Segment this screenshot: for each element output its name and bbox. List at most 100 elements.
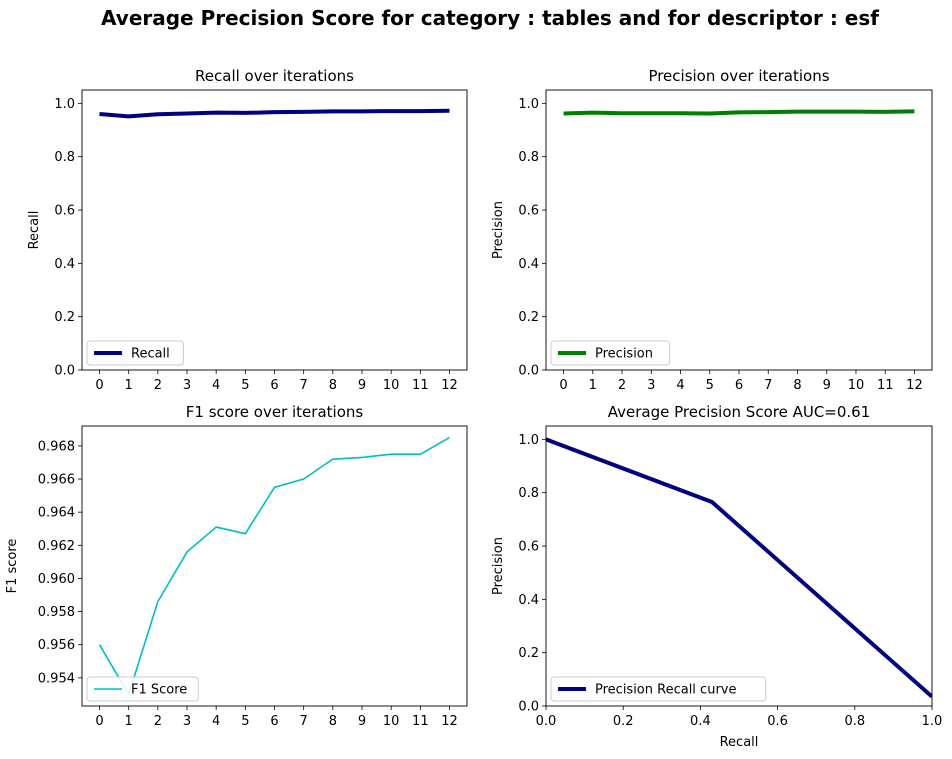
legend-box — [86, 676, 199, 702]
x-tick-label: 8 — [793, 378, 801, 393]
y-tick-label: 0.4 — [518, 593, 539, 608]
x-tick-label: 5 — [241, 714, 249, 729]
x-tick-label: 2 — [154, 378, 162, 393]
x-tick-label: 4 — [212, 378, 220, 393]
y-tick-label: 0.8 — [54, 150, 75, 165]
y-tick-label: 0.0 — [54, 364, 75, 379]
y-tick-label: 0.6 — [518, 540, 539, 555]
legend-label: Precision — [595, 347, 653, 362]
figure-title: Average Precision Score for category : t… — [101, 6, 879, 30]
x-tick-label: 6 — [270, 714, 278, 729]
x-tick-label: 1 — [125, 378, 133, 393]
subplot-title: Precision over iterations — [648, 67, 829, 85]
x-tick-label: 6 — [735, 378, 743, 393]
y-axis-label: Precision — [491, 201, 506, 259]
y-tick-label: 1.0 — [518, 97, 539, 112]
x-tick-label: 7 — [764, 378, 772, 393]
plot-frame — [81, 89, 468, 371]
x-tick-label: 0 — [95, 714, 103, 729]
x-tick-label: 10 — [383, 714, 400, 729]
x-tick-label: 0.2 — [613, 714, 634, 729]
y-axis-label: F1 score — [5, 539, 20, 594]
y-axis-label: Precision — [491, 537, 506, 595]
y-axis-label: Recall — [27, 211, 42, 250]
y-tick-label: 0.6 — [518, 204, 539, 219]
y-tick-label: 0.958 — [38, 605, 75, 620]
x-tick-label: 0.6 — [767, 714, 788, 729]
legend-label: F1 Score — [131, 683, 187, 698]
y-tick-label: 0.964 — [38, 506, 75, 521]
x-tick-label: 9 — [358, 714, 366, 729]
x-tick-label: 8 — [329, 378, 337, 393]
series-line — [546, 437, 932, 699]
y-tick-label: 0.4 — [54, 257, 75, 272]
x-tick-label: 7 — [300, 378, 308, 393]
y-tick-label: 0.2 — [518, 310, 539, 325]
x-tick-label: 11 — [877, 378, 894, 393]
plot-frame — [81, 425, 468, 707]
y-tick-label: 0.2 — [54, 310, 75, 325]
subplot-title: Average Precision Score AUC=0.61 — [608, 403, 871, 421]
legend: F1 Score — [86, 676, 199, 702]
y-tick-label: 0.956 — [38, 638, 75, 653]
legend-label: Recall — [131, 347, 170, 362]
x-tick-label: 0.0 — [536, 714, 557, 729]
x-tick-label: 12 — [441, 714, 458, 729]
series-line — [99, 108, 450, 119]
x-tick-label: 0.8 — [844, 714, 865, 729]
y-tick-label: 0.960 — [38, 572, 75, 587]
y-tick-label: 0.2 — [518, 646, 539, 661]
legend-label: Precision Recall curve — [595, 683, 736, 698]
x-axis-label: Recall — [720, 735, 759, 750]
subplot-4: Average Precision Score AUC=0.61 0.0 0.2 0.… — [491, 403, 942, 750]
x-tick-label: 5 — [706, 378, 714, 393]
legend-box — [550, 676, 767, 702]
series-line — [98, 436, 450, 696]
x-tick-label: 10 — [848, 378, 865, 393]
y-tick-label: 1.0 — [54, 97, 75, 112]
plot-frame — [545, 425, 933, 707]
x-tick-label: 1.0 — [922, 714, 943, 729]
x-tick-label: 5 — [241, 378, 249, 393]
x-tick-label: 1 — [589, 378, 597, 393]
x-tick-label: 2 — [154, 714, 162, 729]
plot-frame — [545, 89, 933, 371]
x-tick-label: 7 — [300, 714, 308, 729]
x-tick-label: 3 — [183, 714, 191, 729]
x-tick-label: 8 — [329, 714, 337, 729]
x-tick-label: 2 — [618, 378, 626, 393]
x-tick-label: 11 — [412, 378, 429, 393]
legend-box — [86, 340, 184, 366]
x-tick-label: 0 — [95, 378, 103, 393]
x-tick-label: 12 — [906, 378, 923, 393]
x-tick-label: 0 — [559, 378, 567, 393]
x-tick-label: 10 — [383, 378, 400, 393]
y-tick-label: 0.954 — [38, 671, 75, 686]
legend: Precision Recall curve — [550, 676, 767, 702]
x-tick-label: 3 — [183, 378, 191, 393]
y-tick-label: 0.962 — [38, 539, 75, 554]
y-tick-label: 0.8 — [518, 150, 539, 165]
legend-box — [550, 340, 671, 366]
x-tick-label: 0.4 — [690, 714, 711, 729]
x-tick-label: 11 — [412, 714, 429, 729]
x-tick-label: 9 — [358, 378, 366, 393]
y-tick-label: 0.968 — [38, 439, 75, 454]
y-tick-label: 0.4 — [518, 257, 539, 272]
y-tick-label: 0.966 — [38, 473, 75, 488]
x-tick-label: 4 — [212, 714, 220, 729]
legend: Recall — [86, 340, 184, 366]
subplot-title: F1 score over iterations — [186, 403, 364, 421]
y-tick-label: 0.0 — [518, 700, 539, 715]
y-tick-label: 0.8 — [518, 486, 539, 501]
x-tick-label: 12 — [441, 378, 458, 393]
x-tick-label: 9 — [823, 378, 831, 393]
y-tick-label: 0.6 — [54, 204, 75, 219]
x-tick-label: 6 — [270, 378, 278, 393]
x-tick-label: 1 — [125, 714, 133, 729]
